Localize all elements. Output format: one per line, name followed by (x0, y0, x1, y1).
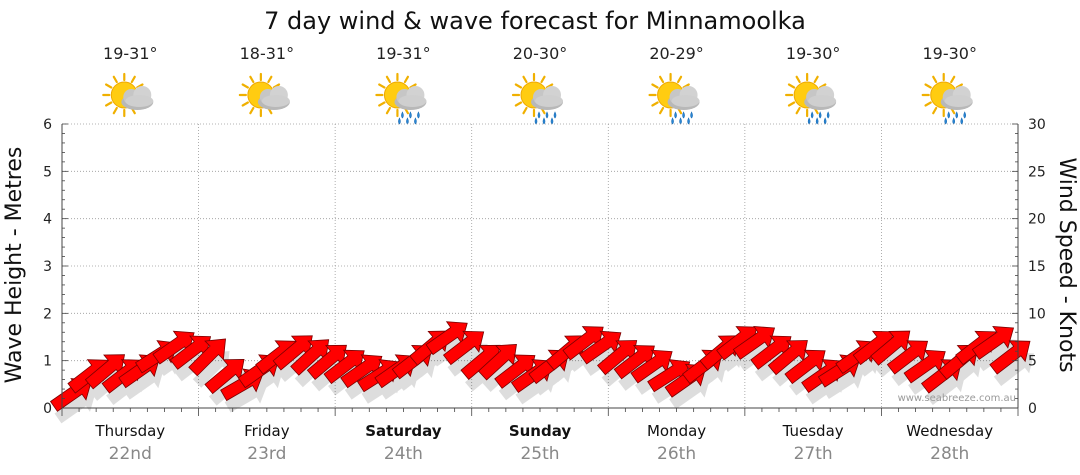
partly-cloudy-icon (238, 72, 290, 118)
x-label-date: 23rd (247, 444, 286, 464)
x-label-day: Saturday (365, 422, 442, 440)
x-label-date: 27th (794, 444, 833, 464)
wind-arrow (188, 338, 226, 377)
wind-arrow (989, 340, 1031, 375)
wind-arrow (613, 345, 655, 380)
x-label-day: Sunday (509, 422, 572, 440)
wind-arrow-shadow (704, 347, 744, 382)
showers-icon (511, 72, 563, 125)
temp-range: 19-30° (922, 44, 977, 63)
temp-range: 20-29° (649, 44, 704, 63)
temp-range: 19-30° (786, 44, 841, 63)
wind-arrow-shadow (686, 362, 727, 396)
wind-arrow-shadow (192, 350, 230, 388)
wind-arrow (597, 340, 638, 376)
y-right-tick-label: 5 (1028, 354, 1037, 370)
showers-icon (921, 72, 973, 125)
y-right-tick-label: 10 (1028, 306, 1046, 322)
y-left-tick-label: 1 (43, 354, 52, 370)
wind-arrow (971, 326, 1015, 360)
showers-icon (785, 72, 837, 125)
partly-cloudy-icon (102, 72, 154, 118)
wind-arrow (442, 330, 485, 366)
y-right-tick-label: 0 (1028, 401, 1037, 417)
grid-lines (62, 123, 1018, 408)
wind-arrow-shadow (993, 352, 1034, 387)
weather-row: 19-31° 18-31° 19-31° 20-30° 20-29° 19-30° 19-3… (102, 44, 977, 125)
y-right-tick-label: 15 (1028, 259, 1046, 275)
y-left-tick-label: 2 (43, 306, 52, 322)
temp-range: 20-30° (513, 44, 568, 63)
wind-arrow-shadow (532, 362, 574, 396)
wind-arrow-shadow (925, 371, 966, 406)
wind-arrow (562, 326, 604, 361)
x-label-date: 26th (657, 444, 696, 464)
y-right-axis-title: Wind Speed - Knots (1054, 157, 1079, 372)
y-left-axis-title: Wave Height - Metres (2, 147, 27, 384)
wind-arrow (750, 335, 792, 370)
wind-arrow (306, 344, 347, 380)
wind-arrow (272, 335, 313, 371)
x-label-date: 24th (384, 444, 423, 464)
chart-title: 7 day wind & wave forecast for Minnamool… (264, 7, 806, 35)
axes: 0 1 2 3 4 5 6 0 5 10 15 20 25 30 (43, 117, 1046, 417)
x-label-day: Tuesday (782, 422, 844, 440)
y-left-tick-label: 3 (43, 259, 52, 275)
wind-arrows (49, 321, 1031, 412)
watermark: www.seabreeze.com.au (898, 393, 1016, 404)
y-right-tick-label: 20 (1028, 212, 1046, 228)
showers-icon (648, 72, 700, 125)
x-label-date: 25th (520, 444, 559, 464)
wind-arrow (84, 354, 126, 390)
y-left-tick-label: 6 (43, 117, 52, 133)
wind-arrow (323, 349, 365, 385)
temp-range: 19-31° (103, 44, 158, 63)
wind-arrow (340, 354, 383, 389)
wind-arrow-shadow (396, 357, 437, 391)
x-label-day: Wednesday (906, 422, 993, 440)
temp-range: 19-31° (376, 44, 431, 63)
wind-arrow (204, 359, 245, 395)
y-right-tick-label: 25 (1028, 164, 1046, 180)
wind-series (49, 321, 1034, 424)
y-left-tick-label: 5 (43, 164, 52, 180)
x-label-day: Monday (647, 422, 706, 440)
y-left-tick-label: 4 (43, 212, 52, 228)
wind-arrow (290, 339, 330, 376)
x-label-date: 28th (930, 444, 969, 464)
showers-icon (375, 72, 427, 125)
wind-arrow-shadow (413, 343, 453, 378)
x-label-day: Friday (244, 422, 290, 440)
y-right-tick-label: 30 (1028, 117, 1046, 133)
wind-arrow-shadow (447, 343, 488, 377)
y-left-tick-label: 0 (43, 401, 52, 417)
wind-arrow (169, 335, 212, 370)
x-axis-day-labels: Thursday 22nd Friday 23rd Saturday 24th Sunday… (94, 422, 993, 464)
temp-range: 18-31° (240, 44, 295, 63)
x-label-day: Thursday (94, 422, 165, 440)
x-label-date: 22nd (109, 444, 152, 464)
wind-arrow (630, 349, 673, 384)
wind-arrow-shadow (550, 347, 590, 382)
wind-arrow (494, 354, 536, 389)
wind-arrow (152, 330, 195, 365)
wind-arrow-shadow (943, 357, 983, 392)
